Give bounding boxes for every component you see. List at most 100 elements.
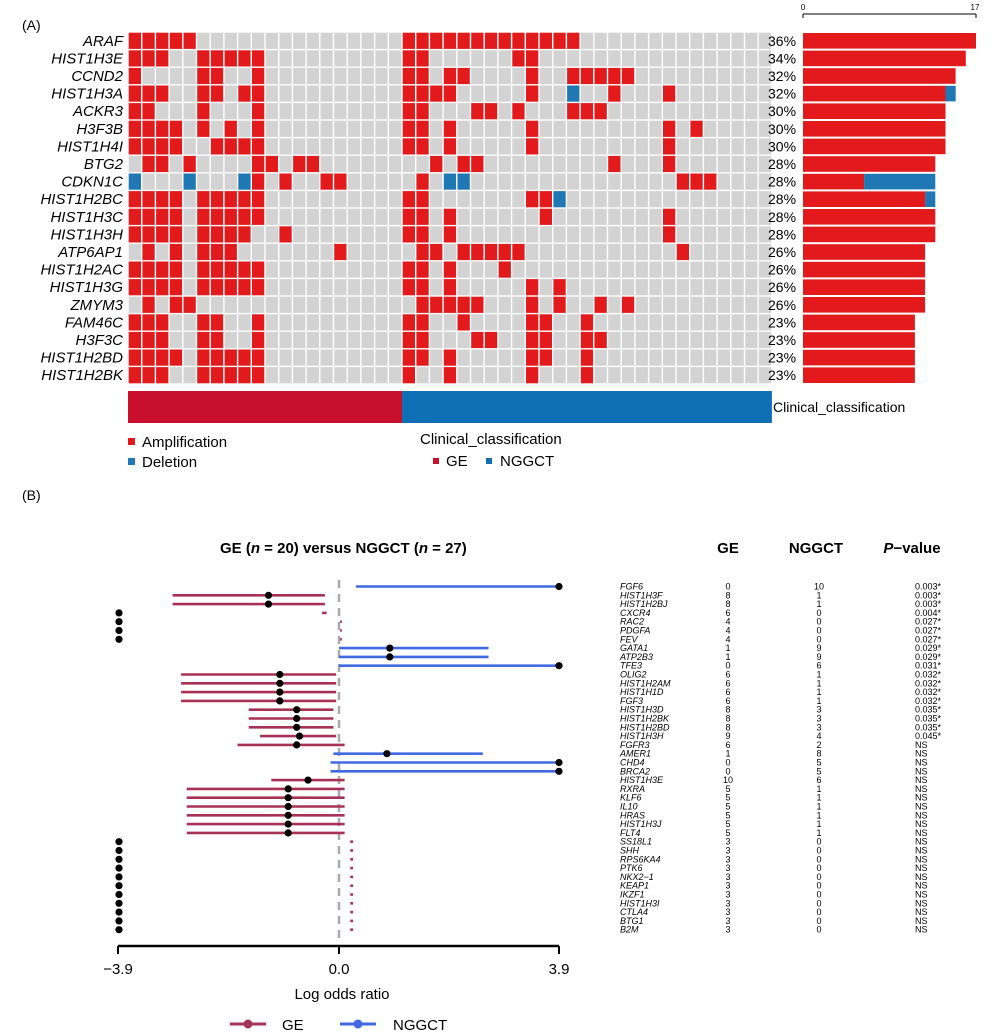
oncoprint-cell <box>663 331 676 349</box>
oncoprint-cell <box>361 331 374 349</box>
oncoprint-cell <box>635 85 648 102</box>
oncoprint-cell <box>402 349 415 366</box>
oncoprint-cell <box>553 261 566 278</box>
oncoprint-cell <box>539 367 552 384</box>
gene-label: HIST1H2AC <box>40 262 123 279</box>
oncoprint-cell <box>238 138 251 155</box>
oncoprint-cell <box>745 226 758 243</box>
oncoprint-cell <box>553 226 566 243</box>
oncoprint-cell <box>183 32 196 49</box>
table-ge-count: 3 <box>725 925 730 935</box>
estimate-point <box>386 653 394 661</box>
oncoprint-cell <box>252 226 265 243</box>
oncoprint-cell <box>512 103 525 120</box>
gene-label: HIST1H3H <box>50 226 123 243</box>
column-header-nggct: NGGCT <box>789 540 843 557</box>
oncoprint-cell <box>457 243 470 261</box>
oncoprint-cell <box>334 279 347 296</box>
oncoprint-cell <box>361 155 374 173</box>
oncoprint-cell <box>183 296 196 313</box>
percent-label: 34% <box>768 50 796 66</box>
percent-label: 28% <box>768 156 796 172</box>
table-pvalue: 0.027* <box>915 617 942 627</box>
oncoprint-cell <box>580 349 594 366</box>
oncoprint-cell <box>567 331 580 349</box>
oncoprint-cell <box>471 103 484 120</box>
oncoprint-cell <box>128 85 141 102</box>
oncoprint-cell <box>128 367 141 384</box>
oncoprint-cell <box>526 279 539 296</box>
table-gene: CXCR4 <box>620 608 651 618</box>
oncoprint-cell <box>430 173 443 190</box>
oncoprint-cell <box>635 173 648 190</box>
oncoprint-cell <box>526 226 539 243</box>
oncoprint-cell <box>197 243 210 261</box>
percent-label: 32% <box>768 68 796 84</box>
oncoprint-cell <box>663 103 676 120</box>
table-ge-count: 6 <box>725 608 730 618</box>
oncoprint-cell <box>676 243 689 261</box>
oncoprint-cell <box>389 226 402 243</box>
oncoprint-cell <box>197 120 210 137</box>
table-ge-count: 3 <box>725 881 730 891</box>
amplification-bar <box>803 103 946 119</box>
amplification-bar <box>803 349 915 366</box>
oncoprint-cell <box>471 208 484 225</box>
oncoprint-cell <box>471 191 484 208</box>
oncoprint-cell <box>334 208 347 225</box>
oncoprint-cell <box>526 261 539 278</box>
oncoprint-cell <box>649 173 662 190</box>
oncoprint-cell <box>156 191 169 208</box>
oncoprint-cell <box>717 67 731 85</box>
oncoprint-cell <box>334 261 347 278</box>
oncoprint-cell <box>375 226 388 243</box>
oncoprint-cell <box>758 349 772 366</box>
oncoprint-cell <box>621 67 635 85</box>
oncoprint-cell <box>621 279 635 296</box>
oncoprint-cell <box>580 279 594 296</box>
oncoprint-cell <box>183 103 196 120</box>
estimate-point <box>115 846 123 855</box>
oncoprint-cell <box>745 173 758 190</box>
oncoprint-cell <box>649 331 662 349</box>
oncoprint-cell <box>128 50 141 67</box>
oncoprint-cell <box>252 50 265 67</box>
oncoprint-cell <box>279 85 292 102</box>
oncoprint-cell <box>293 226 306 243</box>
oncoprint-cell <box>142 314 155 331</box>
oncoprint-cell <box>498 155 511 173</box>
oncoprint-cell <box>457 120 470 137</box>
oncoprint-cell <box>306 67 320 85</box>
oncoprint-cell <box>567 155 580 173</box>
table-ge-count: 3 <box>725 916 730 926</box>
oncoprint-cell <box>183 279 196 296</box>
table-gene: IL10 <box>620 802 638 812</box>
oncoprint-cell <box>484 261 498 278</box>
oncoprint-cell <box>663 191 676 208</box>
oncoprint-cell <box>197 314 210 331</box>
legend-deletion-label: Deletion <box>142 454 197 471</box>
oncoprint-cell <box>265 243 278 261</box>
oncoprint-cell <box>430 191 443 208</box>
oncoprint-cell <box>142 103 155 120</box>
oncoprint-cell <box>430 367 443 384</box>
oncoprint-cell <box>649 155 662 173</box>
oncoprint-cell <box>663 155 676 173</box>
oncoprint-cell <box>279 120 292 137</box>
oncoprint-cell <box>197 191 210 208</box>
oncoprint-cell <box>128 226 141 243</box>
estimate-point <box>284 829 292 837</box>
oncoprint-cell <box>471 331 484 349</box>
oncoprint-cell <box>553 173 566 190</box>
oncoprint-cell <box>594 103 607 120</box>
oncoprint-cell <box>347 243 361 261</box>
oncoprint-cell <box>663 50 676 67</box>
oncoprint-cell <box>676 296 689 313</box>
gene-label: FAM46C <box>65 314 123 331</box>
classification-strip-label: Clinical_classification <box>773 399 905 415</box>
percent-label: 30% <box>768 103 796 119</box>
oncoprint-cell <box>580 120 594 137</box>
oncoprint-cell <box>690 367 703 384</box>
oncoprint-cell <box>265 296 278 313</box>
oncoprint-cell <box>758 296 772 313</box>
